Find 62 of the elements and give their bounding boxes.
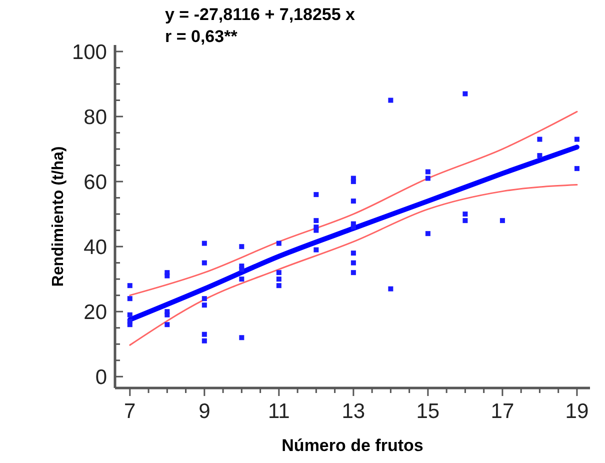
point: [462, 91, 468, 96]
point: [202, 260, 207, 266]
point: [425, 169, 430, 174]
point: [276, 240, 282, 246]
point: [574, 166, 580, 172]
y-tick-label: 40: [84, 236, 107, 259]
point: [164, 322, 170, 328]
point: [127, 296, 132, 302]
y-tick-label: 20: [84, 300, 107, 324]
point: [425, 231, 430, 236]
point: [350, 224, 356, 230]
point: [202, 338, 207, 344]
line-series: [129, 184, 578, 346]
y-tick-label: 0: [95, 366, 107, 389]
point: [127, 283, 132, 288]
point: [500, 218, 505, 224]
point: [164, 273, 170, 278]
point: [202, 302, 207, 308]
point: [574, 136, 580, 142]
point: [239, 244, 244, 250]
point: [202, 296, 207, 302]
point: [276, 276, 282, 282]
x-tick-label: 7: [124, 400, 136, 423]
point: [314, 218, 319, 224]
point: [239, 335, 244, 340]
point: [239, 266, 244, 272]
point: [202, 332, 207, 337]
x-tick-label: 13: [342, 400, 366, 423]
point: [314, 192, 319, 198]
y-tick-label: 100: [72, 40, 107, 64]
x-tick-label: 17: [490, 400, 514, 423]
x-tick-label: 19: [565, 400, 589, 423]
y-tick-label: 80: [84, 106, 107, 129]
x-tick-label: 15: [416, 400, 440, 423]
point: [350, 198, 356, 204]
point: [127, 312, 132, 318]
point: [388, 98, 394, 103]
point: [388, 286, 394, 292]
point: [425, 176, 430, 181]
x-axis-title: Número de frutos: [282, 436, 424, 455]
point: [462, 218, 468, 224]
point: [350, 260, 356, 266]
point: [314, 228, 319, 233]
point: [164, 312, 170, 318]
point: [276, 270, 282, 276]
point: [462, 212, 468, 217]
point: [202, 240, 207, 246]
point: [350, 270, 356, 276]
point: [314, 247, 319, 252]
x-tick-label: 11: [268, 400, 290, 423]
point: [537, 136, 542, 142]
point: [350, 179, 356, 184]
point: [276, 283, 282, 288]
y-axis-title: Rendimiento (t/ha): [50, 146, 67, 287]
point: [127, 322, 132, 328]
y-tick-label: 60: [84, 170, 107, 194]
annotation: r = 0,63**: [165, 27, 238, 46]
point: [239, 276, 244, 282]
point: [350, 250, 356, 256]
x-tick-label: 9: [198, 400, 210, 423]
text: y = -27,8116 + 7,18255 x: [165, 5, 356, 24]
point: [537, 153, 542, 158]
